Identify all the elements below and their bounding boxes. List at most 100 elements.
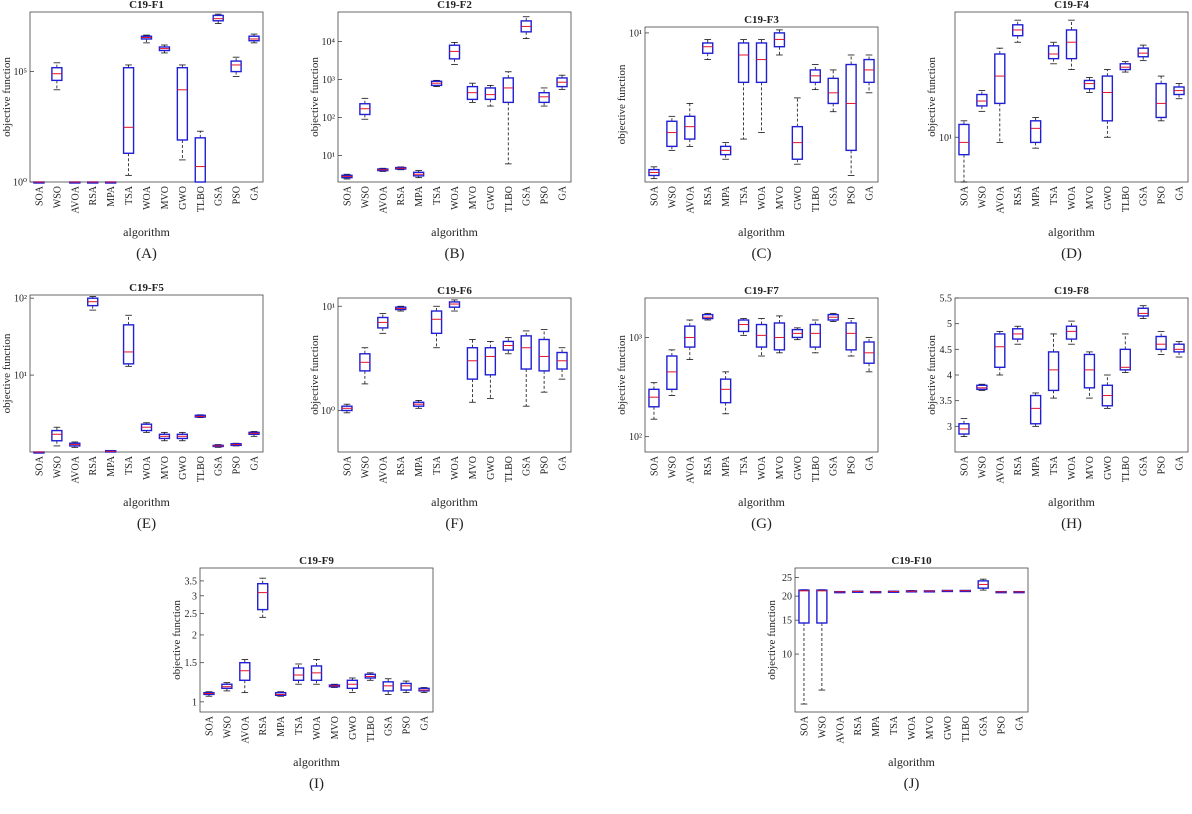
x-tick-label: AVOA bbox=[995, 185, 1006, 213]
box-iqr bbox=[684, 325, 696, 348]
box-tsa bbox=[737, 39, 750, 140]
box-gsa bbox=[212, 444, 224, 448]
x-tick-label: GA bbox=[250, 455, 261, 470]
x-axis-label: algorithm bbox=[293, 755, 340, 769]
x-tick-label: TLBO bbox=[196, 456, 207, 482]
box-mpa bbox=[412, 400, 425, 409]
box-wso bbox=[359, 97, 371, 120]
box-tlbo bbox=[959, 589, 971, 593]
x-tick-label: GA bbox=[420, 715, 431, 730]
box-tlbo bbox=[502, 71, 514, 165]
x-tick-label: GWO bbox=[793, 186, 804, 210]
x-tick-label: RSA bbox=[1013, 185, 1024, 205]
x-tick-label: TLBO bbox=[1121, 456, 1132, 482]
x-tick-label: TLBO bbox=[504, 186, 515, 212]
box-iqr bbox=[230, 60, 242, 73]
x-tick-label: MPA bbox=[414, 185, 425, 207]
x-tick-label: WSO bbox=[667, 456, 678, 478]
box-pso bbox=[538, 87, 550, 107]
x-tick-label: WSO bbox=[222, 716, 233, 738]
x-tick-label: SOA bbox=[649, 455, 660, 476]
x-tick-label: AVOA bbox=[685, 455, 696, 483]
x-tick-label: TLBO bbox=[366, 716, 377, 742]
x-tick-label: MVO bbox=[330, 716, 341, 739]
box-tlbo bbox=[194, 414, 206, 419]
box-ga bbox=[248, 431, 260, 437]
x-tick-label: SOA bbox=[34, 455, 45, 476]
box-pso bbox=[1155, 330, 1167, 355]
box-rsa bbox=[395, 166, 407, 171]
box-rsa bbox=[1012, 19, 1024, 43]
x-tick-label: TLBO bbox=[811, 186, 822, 212]
x-axis-label: algorithm bbox=[738, 225, 785, 239]
x-tick-label: WSO bbox=[52, 186, 63, 208]
box-woa bbox=[905, 590, 918, 593]
x-tick-label: TLBO bbox=[504, 456, 515, 482]
box-gsa bbox=[520, 330, 532, 407]
box-gwo bbox=[346, 677, 359, 694]
box-ga bbox=[863, 337, 875, 373]
box-woa bbox=[755, 39, 768, 133]
x-tick-label: TSA bbox=[739, 185, 750, 205]
box-soa bbox=[203, 691, 215, 697]
x-tick-label: WOA bbox=[757, 455, 768, 480]
plot-frame bbox=[337, 11, 572, 183]
box-gwo bbox=[791, 97, 804, 165]
x-tick-label: SOA bbox=[34, 185, 45, 206]
box-iqr bbox=[1047, 351, 1060, 392]
x-tick-label: MVO bbox=[468, 456, 479, 479]
box-iqr bbox=[1047, 45, 1060, 60]
box-avoa bbox=[69, 181, 81, 184]
box-iqr bbox=[976, 384, 988, 391]
x-tick-label: MVO bbox=[160, 186, 171, 209]
box-gsa bbox=[827, 312, 839, 322]
box-tsa bbox=[430, 79, 443, 88]
x-tick-label: RSA bbox=[703, 455, 714, 475]
box-ga bbox=[1173, 83, 1185, 100]
box-gsa bbox=[382, 678, 394, 695]
box-iqr bbox=[257, 582, 269, 611]
x-tick-label: GSA bbox=[829, 185, 840, 206]
x-tick-label: WSO bbox=[977, 456, 988, 478]
box-wso bbox=[221, 682, 233, 692]
panel-label: (E) bbox=[137, 516, 156, 532]
x-tick-label: GSA bbox=[522, 455, 533, 476]
box-wso bbox=[359, 347, 371, 385]
box-avoa bbox=[684, 319, 696, 360]
box-iqr bbox=[239, 661, 251, 681]
chart-title: C19-F1 bbox=[129, 0, 164, 11]
box-iqr bbox=[382, 681, 394, 692]
y-tick-label: 10¹ bbox=[322, 302, 335, 313]
box-iqr bbox=[176, 67, 189, 141]
chart-title: C19-F8 bbox=[1054, 285, 1089, 297]
chart-title: C19-F3 bbox=[744, 14, 779, 26]
box-iqr bbox=[292, 667, 305, 681]
box-ga bbox=[556, 74, 568, 90]
box-iqr bbox=[51, 429, 63, 442]
y-tick-label: 10⁴ bbox=[322, 37, 336, 48]
x-tick-label: TSA bbox=[739, 455, 750, 475]
box-tlbo bbox=[194, 130, 206, 183]
box-iqr bbox=[816, 589, 828, 624]
box-iqr bbox=[976, 93, 988, 107]
box-rsa bbox=[702, 39, 714, 60]
box-woa bbox=[140, 34, 153, 44]
y-tick-label: 5.5 bbox=[940, 294, 953, 305]
x-axis-label: algorithm bbox=[1048, 225, 1095, 239]
x-axis-label: algorithm bbox=[738, 495, 785, 509]
box-mpa bbox=[412, 170, 425, 179]
box-tlbo bbox=[502, 337, 514, 355]
box-rsa bbox=[852, 590, 864, 593]
box-iqr bbox=[755, 42, 768, 84]
box-gsa bbox=[827, 69, 839, 113]
box-iqr bbox=[448, 301, 461, 308]
x-tick-label: WSO bbox=[667, 186, 678, 208]
box-mpa bbox=[104, 449, 117, 453]
box-iqr bbox=[1173, 343, 1185, 353]
box-iqr bbox=[1065, 29, 1078, 60]
x-tick-label: GA bbox=[1175, 185, 1186, 200]
panel-label: (B) bbox=[445, 246, 465, 262]
panel-label: (J) bbox=[904, 776, 920, 792]
box-iqr bbox=[1119, 348, 1131, 371]
